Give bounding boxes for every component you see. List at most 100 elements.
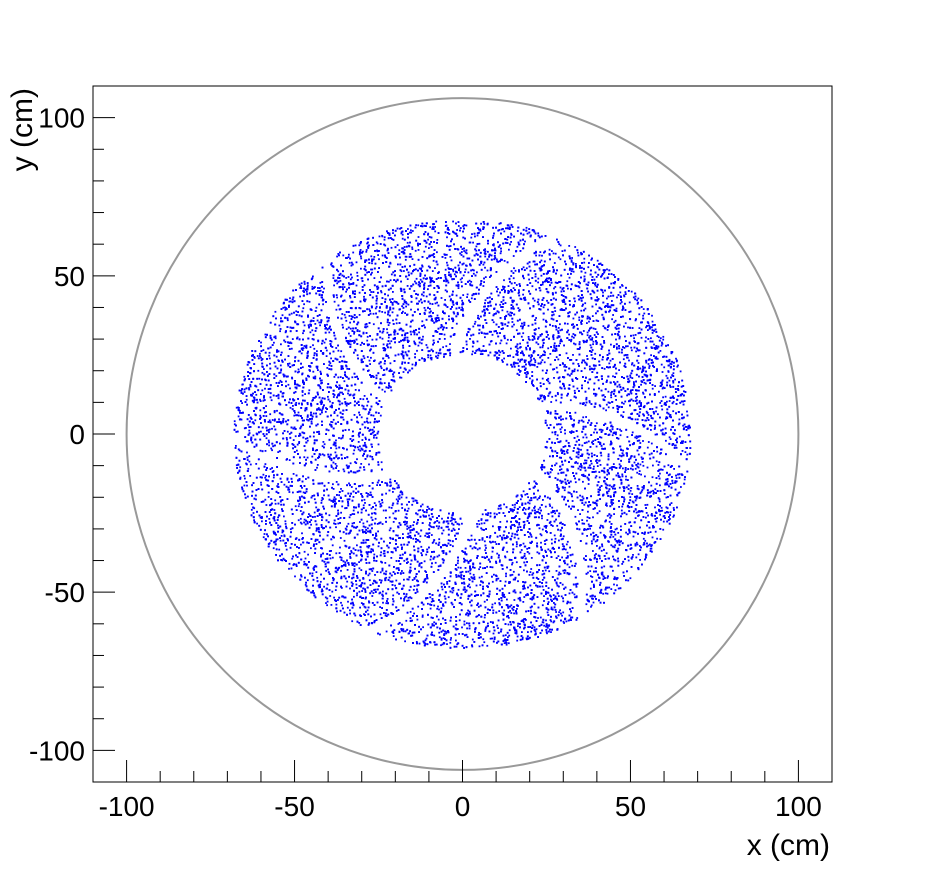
data-point xyxy=(385,602,388,605)
data-point xyxy=(425,637,428,640)
data-point xyxy=(415,523,418,525)
data-point xyxy=(321,519,323,521)
data-point xyxy=(610,282,613,285)
data-point xyxy=(534,359,537,362)
data-point xyxy=(278,324,281,327)
data-point xyxy=(345,290,347,293)
data-point xyxy=(331,590,334,593)
data-point xyxy=(320,499,323,502)
data-point xyxy=(595,276,598,278)
data-point xyxy=(449,520,452,522)
data-point xyxy=(337,512,340,514)
data-point xyxy=(287,383,290,386)
data-point xyxy=(487,622,489,625)
data-point xyxy=(498,229,501,231)
data-point xyxy=(613,321,616,324)
data-point xyxy=(333,496,336,499)
data-point xyxy=(358,435,361,438)
data-point xyxy=(539,506,541,509)
data-point xyxy=(650,414,652,417)
data-point xyxy=(423,250,426,253)
data-point xyxy=(351,522,354,525)
data-point xyxy=(594,376,597,379)
data-point xyxy=(645,326,647,329)
data-point xyxy=(623,294,625,297)
data-point xyxy=(599,591,601,594)
data-point xyxy=(473,323,476,325)
data-point xyxy=(606,428,608,430)
data-point xyxy=(348,315,351,317)
data-point xyxy=(657,336,660,338)
data-point xyxy=(298,350,301,353)
data-point xyxy=(499,534,501,537)
data-point xyxy=(665,506,668,509)
data-point xyxy=(662,396,664,399)
data-point xyxy=(292,439,295,441)
data-point xyxy=(535,511,538,513)
data-point xyxy=(517,307,520,309)
data-point xyxy=(604,396,606,398)
data-point xyxy=(357,441,360,443)
data-point xyxy=(422,294,425,297)
data-point xyxy=(542,499,544,501)
data-point xyxy=(523,523,526,526)
data-point xyxy=(382,349,385,352)
data-point xyxy=(463,620,466,623)
data-point xyxy=(662,520,665,523)
data-point xyxy=(400,232,403,235)
data-point xyxy=(300,543,302,546)
data-point xyxy=(291,327,293,329)
data-point xyxy=(619,434,622,437)
data-point xyxy=(593,465,595,468)
data-point xyxy=(341,416,344,419)
data-point xyxy=(500,250,502,253)
data-point xyxy=(589,570,592,572)
data-point xyxy=(382,509,385,512)
data-point xyxy=(536,483,538,485)
data-point xyxy=(319,413,322,416)
data-point xyxy=(259,352,261,355)
data-point xyxy=(512,305,514,308)
data-point xyxy=(552,338,555,341)
data-point xyxy=(600,436,603,439)
data-point xyxy=(543,361,546,364)
data-point xyxy=(311,495,314,497)
data-point xyxy=(558,611,560,614)
data-point xyxy=(350,315,353,318)
data-point xyxy=(636,485,639,487)
data-point xyxy=(629,310,632,313)
data-point xyxy=(377,430,380,433)
data-point xyxy=(506,338,509,341)
data-point xyxy=(492,321,495,324)
data-point xyxy=(567,273,569,275)
data-point xyxy=(590,297,593,299)
data-point xyxy=(636,471,639,474)
data-point xyxy=(419,278,422,281)
data-point xyxy=(562,600,565,603)
data-point xyxy=(568,276,571,279)
data-point xyxy=(268,419,271,422)
data-point xyxy=(300,574,302,576)
data-point xyxy=(356,592,358,595)
data-point xyxy=(364,590,367,592)
data-point xyxy=(400,496,403,499)
data-point xyxy=(427,285,430,287)
data-point xyxy=(252,512,255,514)
data-point xyxy=(379,571,382,574)
data-point xyxy=(346,376,348,378)
data-point xyxy=(404,312,406,314)
data-point xyxy=(427,232,430,235)
data-point xyxy=(644,382,647,385)
data-point xyxy=(350,550,353,552)
data-point xyxy=(587,456,590,459)
data-point xyxy=(438,554,441,557)
data-point xyxy=(235,445,237,447)
data-point xyxy=(288,459,291,461)
data-point xyxy=(619,291,622,294)
data-point xyxy=(510,275,513,277)
data-point xyxy=(624,291,627,293)
data-point xyxy=(649,531,652,533)
data-point xyxy=(455,532,458,535)
data-point xyxy=(581,359,584,362)
data-point xyxy=(647,329,649,331)
